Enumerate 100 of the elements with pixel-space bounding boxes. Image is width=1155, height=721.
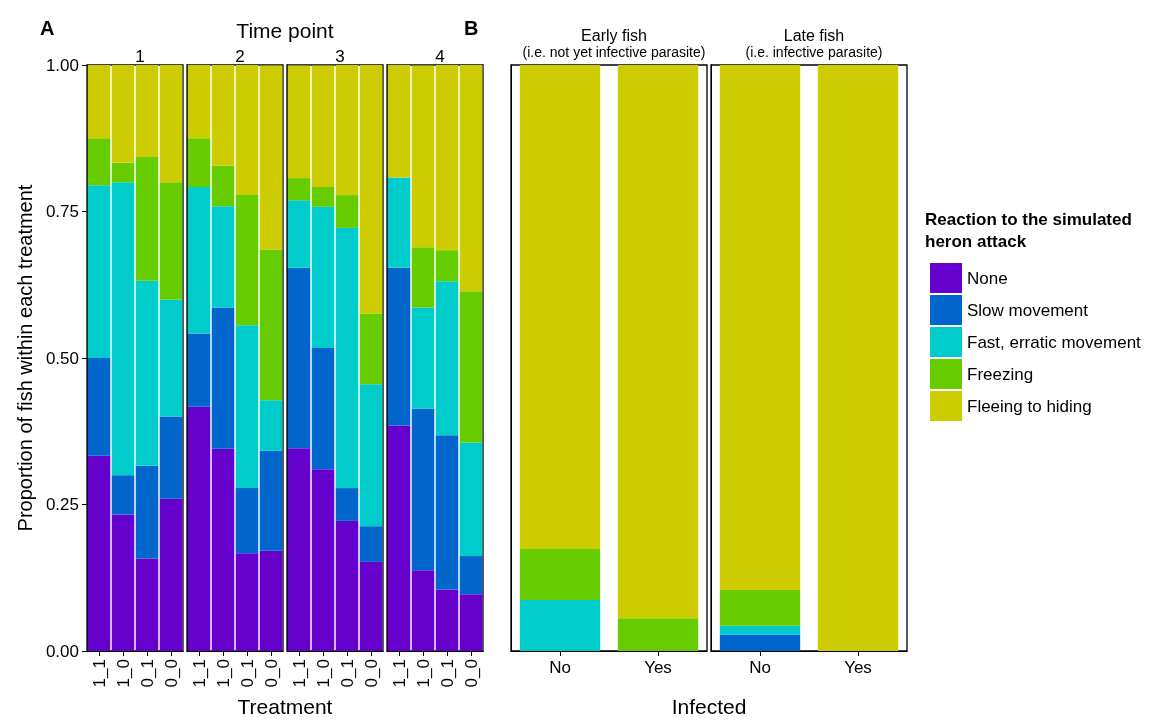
y-tick-label: 0.75 xyxy=(45,202,79,221)
legend-label: None xyxy=(967,268,1008,288)
bar xyxy=(617,618,699,651)
x-tick-label: 1_0 xyxy=(413,659,433,688)
bar xyxy=(335,520,359,651)
bar xyxy=(259,65,283,250)
x-tick-label: Yes xyxy=(844,658,872,677)
x-tick-label: 0_1 xyxy=(237,659,257,688)
bar xyxy=(87,138,111,186)
bar xyxy=(187,65,211,139)
y-tick-label: 1.00 xyxy=(45,55,79,75)
chart-title: Late fish xyxy=(783,26,845,44)
chart-title: 2 xyxy=(235,47,245,66)
y-tick-label: 0.50 xyxy=(45,348,79,368)
bar xyxy=(259,249,283,401)
bar xyxy=(135,280,159,466)
bar xyxy=(211,165,235,207)
x-tick-label: 1_1 xyxy=(289,659,309,688)
bar xyxy=(719,625,801,635)
bar xyxy=(359,313,383,385)
bar xyxy=(111,475,135,515)
bar xyxy=(359,526,383,562)
bar xyxy=(519,600,601,651)
y-axis-title: Proportion of fish within each treatment xyxy=(14,184,36,532)
x-tick-label: 0_0 xyxy=(161,659,181,688)
x-tick-label: 0_1 xyxy=(437,659,457,688)
bar xyxy=(159,416,183,499)
bar xyxy=(387,425,411,651)
x-tick-label: Yes xyxy=(644,658,672,677)
bar xyxy=(311,186,335,207)
bar xyxy=(335,195,359,228)
bar xyxy=(259,400,283,451)
y-tick-label: 0.25 xyxy=(45,495,79,514)
text: A xyxy=(40,17,55,40)
bar xyxy=(135,65,159,157)
bar xyxy=(459,65,483,292)
bar xyxy=(411,65,435,248)
bar xyxy=(287,178,311,201)
bar xyxy=(159,182,183,300)
bar xyxy=(159,299,183,417)
chart-title: 4 xyxy=(435,47,445,66)
chart-subtitle: (i.e. not yet infective parasite) xyxy=(522,44,706,60)
bar xyxy=(211,65,235,166)
chart-subtitle: (i.e. infective parasite) xyxy=(745,44,883,60)
x-tick-label: 1_1 xyxy=(89,659,109,688)
bar xyxy=(435,589,459,651)
text: Time point xyxy=(236,19,334,43)
bar xyxy=(235,65,259,196)
chart-title: Early fish xyxy=(581,26,647,44)
x-tick-label: 1_0 xyxy=(313,659,333,688)
bar xyxy=(87,455,111,651)
bar xyxy=(719,634,801,651)
bar xyxy=(235,553,259,651)
bar xyxy=(335,488,359,521)
text: B xyxy=(464,17,479,40)
bar xyxy=(111,162,135,183)
bar xyxy=(311,469,335,651)
bar xyxy=(387,267,411,426)
bar xyxy=(259,450,283,551)
bar xyxy=(187,186,211,334)
x-tick-label: No xyxy=(749,658,771,677)
bar xyxy=(335,227,359,489)
bar xyxy=(159,65,183,183)
bar xyxy=(259,550,283,651)
bar xyxy=(87,185,111,358)
x-tick-label: 1_0 xyxy=(213,659,233,688)
bar xyxy=(359,561,383,651)
y-tick-label: 0.00 xyxy=(45,641,79,661)
bar xyxy=(187,406,211,651)
bar xyxy=(159,498,183,651)
x-tick-label: 0_0 xyxy=(461,659,481,688)
bar xyxy=(287,200,311,268)
chart-title: 3 xyxy=(335,47,345,66)
bar xyxy=(459,556,483,595)
bar xyxy=(235,195,259,326)
bar xyxy=(287,448,311,651)
x-tick-label: 1_0 xyxy=(113,659,133,688)
bar xyxy=(211,307,235,449)
bar xyxy=(287,267,311,449)
x-tick-label: 0_1 xyxy=(137,659,157,688)
x-tick-label: 0_0 xyxy=(261,659,281,688)
x-tick-label: 1_1 xyxy=(389,659,409,688)
bar xyxy=(111,65,135,163)
legend-label: Fast, erratic movement xyxy=(967,332,1142,352)
bar xyxy=(359,65,383,314)
bar xyxy=(211,448,235,651)
bar xyxy=(87,65,111,139)
bar xyxy=(335,65,359,196)
bar xyxy=(135,157,159,281)
bar xyxy=(359,384,383,527)
x-tick-label: 1_1 xyxy=(189,659,209,688)
x-axis-title: Treatment xyxy=(237,695,333,719)
bar xyxy=(211,206,235,308)
bar xyxy=(87,358,111,456)
bar xyxy=(459,291,483,443)
bar xyxy=(135,558,159,651)
bar xyxy=(387,65,411,178)
bar xyxy=(235,325,259,489)
bar xyxy=(435,65,459,251)
bar xyxy=(311,65,335,187)
